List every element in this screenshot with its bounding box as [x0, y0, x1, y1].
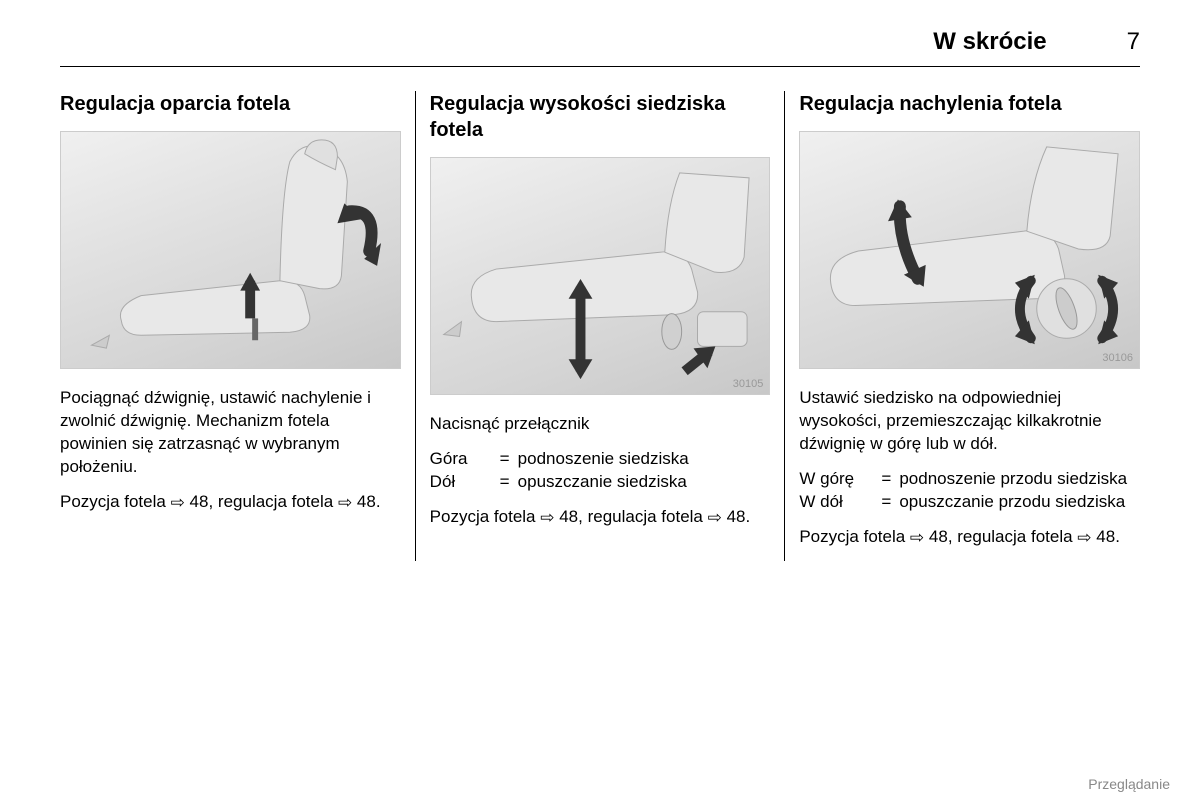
def-row: Góra = podnoszenie siedziska: [430, 448, 771, 471]
reference-line: Pozycja fotela ⇨ 48, regulacja fotela ⇨ …: [430, 506, 771, 529]
ref-text: , regulacja fotela: [578, 507, 707, 526]
def-val: opuszczanie siedziska: [518, 471, 771, 494]
def-equals: =: [881, 468, 899, 491]
footer-text: Przeglądanie: [1088, 776, 1170, 792]
ref-arrow-icon: ⇨: [1077, 527, 1091, 550]
def-key: W górę: [799, 468, 881, 491]
intro-text: Nacisnąć przełącznik: [430, 413, 771, 436]
def-val: podnoszenie przodu siedziska: [899, 468, 1140, 491]
ref-arrow-icon: ⇨: [171, 492, 185, 515]
figure-height: 30105: [430, 157, 771, 395]
def-row: Dół = opuszczanie siedziska: [430, 471, 771, 494]
section-title: Regulacja wysokości siedziska fotela: [430, 91, 771, 143]
ref-page: 48: [559, 507, 578, 526]
ref-page: 48: [357, 492, 376, 511]
column-backrest: Regulacja oparcia fotela Pociągnąć dźwig…: [60, 91, 415, 561]
page-number: 7: [1127, 28, 1140, 56]
header-title: W skrócie: [933, 28, 1046, 56]
ref-text: .: [1115, 527, 1120, 546]
def-val: podnoszenie siedziska: [518, 448, 771, 471]
paragraph: Ustawić siedzisko na odpowiedniej wysoko…: [799, 387, 1140, 456]
def-key: W dół: [799, 491, 881, 514]
column-tilt: Regulacja nachylenia fotela: [785, 91, 1140, 561]
ref-text: .: [746, 507, 751, 526]
ref-arrow-icon: ⇨: [910, 527, 924, 550]
ref-text: .: [376, 492, 381, 511]
def-key: Dół: [430, 471, 500, 494]
ref-text: , regulacja fotela: [208, 492, 337, 511]
ref-arrow-icon: ⇨: [540, 507, 554, 530]
ref-arrow-icon: ⇨: [708, 507, 722, 530]
seat-backrest-svg: [61, 132, 400, 368]
ref-page: 48: [1096, 527, 1115, 546]
def-val: opuszczanie przodu siedziska: [899, 491, 1140, 514]
section-title: Regulacja oparcia fotela: [60, 91, 401, 117]
ref-text: Pozycja fotela: [60, 492, 171, 511]
ref-text: Pozycja fotela: [799, 527, 910, 546]
def-equals: =: [881, 491, 899, 514]
content-columns: Regulacja oparcia fotela Pociągnąć dźwig…: [60, 91, 1140, 561]
reference-line: Pozycja fotela ⇨ 48, regulacja fotela ⇨ …: [799, 526, 1140, 549]
ref-page: 48: [190, 492, 209, 511]
figure-id: 30105: [733, 378, 764, 390]
definition-table: W górę = podnoszenie przodu siedziska W …: [799, 468, 1140, 514]
def-key: Góra: [430, 448, 500, 471]
definition-table: Góra = podnoszenie siedziska Dół = opusz…: [430, 448, 771, 494]
seat-height-svg: [431, 158, 770, 394]
column-height: Regulacja wysokości siedziska fotela 301…: [416, 91, 785, 561]
ref-page: 48: [727, 507, 746, 526]
def-equals: =: [500, 448, 518, 471]
reference-line: Pozycja fotela ⇨ 48, regulacja fotela ⇨ …: [60, 491, 401, 514]
paragraph: Pociągnąć dźwignię, ustawić nachylenie i…: [60, 387, 401, 479]
figure-id: 30106: [1102, 352, 1133, 364]
def-equals: =: [500, 471, 518, 494]
section-title: Regulacja nachylenia fotela: [799, 91, 1140, 117]
def-row: W dół = opuszczanie przodu siedziska: [799, 491, 1140, 514]
figure-tilt: 30106: [799, 131, 1140, 369]
ref-text: , regulacja fotela: [948, 527, 1077, 546]
figure-backrest: [60, 131, 401, 369]
page-header: W skrócie 7: [60, 28, 1140, 67]
seat-tilt-svg: [800, 132, 1139, 368]
ref-page: 48: [929, 527, 948, 546]
ref-arrow-icon: ⇨: [338, 492, 352, 515]
def-row: W górę = podnoszenie przodu siedziska: [799, 468, 1140, 491]
ref-text: Pozycja fotela: [430, 507, 541, 526]
